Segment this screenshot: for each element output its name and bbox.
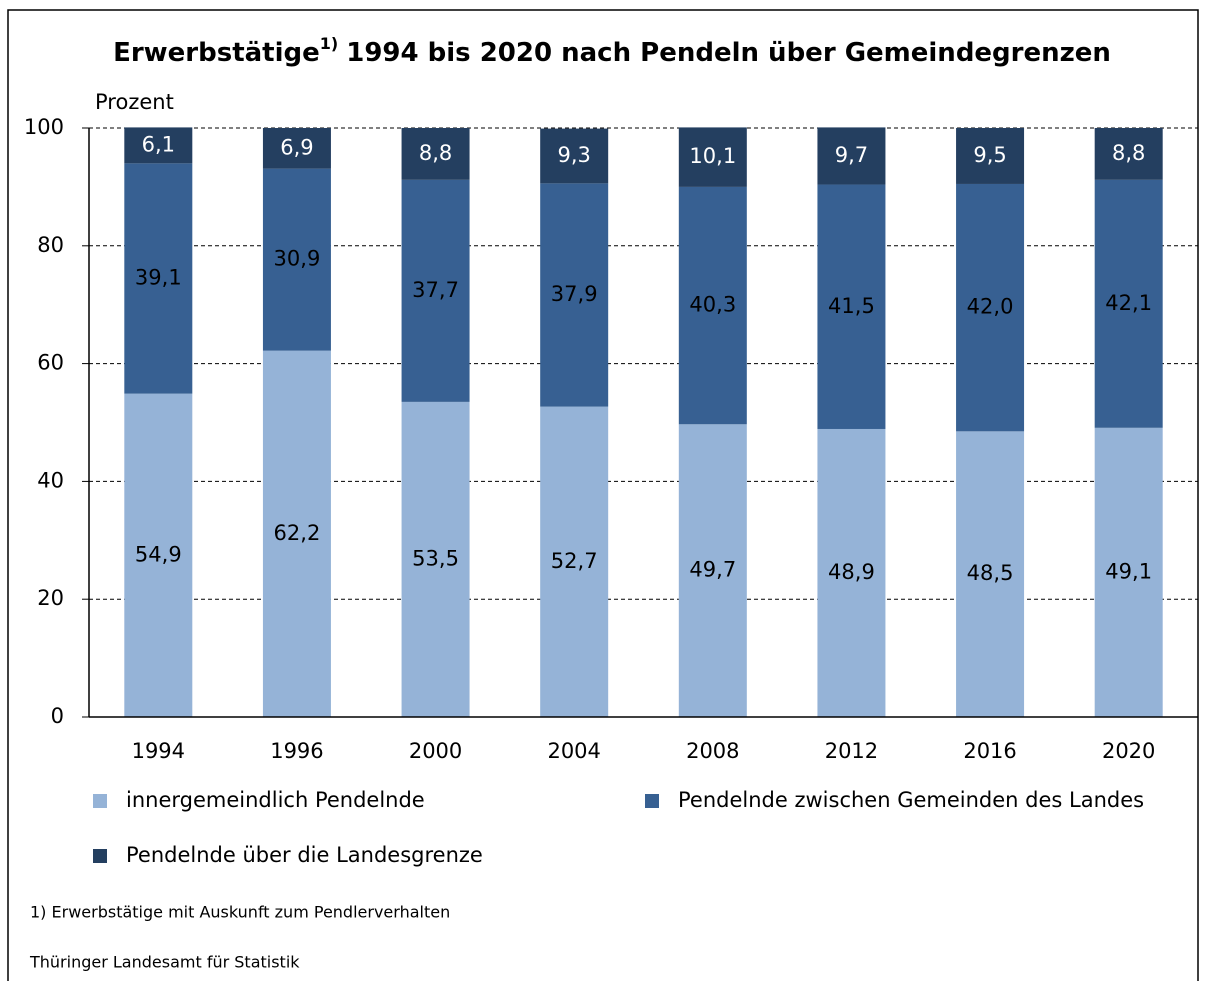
bar-segment (956, 183, 1025, 432)
x-tick-label: 2000 (409, 739, 462, 763)
y-tick-label: 0 (51, 704, 64, 728)
y-tick-label: 20 (37, 586, 64, 610)
legend-swatch (93, 849, 107, 863)
value-label: 6,1 (142, 132, 175, 156)
bar-segment (124, 393, 193, 717)
bar-segment (817, 184, 886, 429)
bar-segment (817, 127, 886, 185)
value-label: 54,9 (135, 542, 182, 566)
value-label: 49,7 (689, 558, 736, 582)
x-tick-label: 1996 (270, 739, 323, 763)
bar-segment (262, 128, 331, 169)
value-label: 8,8 (1112, 141, 1145, 165)
value-label: 48,5 (967, 561, 1014, 585)
bar-segment (817, 428, 886, 717)
bar-segment (540, 128, 609, 184)
value-label: 53,5 (412, 546, 459, 570)
legend-label: innergemeindlich Pendelnde (126, 788, 425, 812)
value-label: 42,1 (1105, 291, 1152, 315)
bar-segment (1094, 179, 1163, 428)
y-axis-label: Prozent (95, 90, 174, 114)
value-label: 40,3 (689, 293, 736, 317)
legend-label: Pendelnde zwischen Gemeinden des Landes (678, 788, 1144, 812)
value-label: 37,7 (412, 278, 459, 302)
x-tick-label: 2012 (825, 739, 878, 763)
bar-segment (401, 128, 470, 180)
y-tick-label: 100 (24, 115, 64, 139)
value-label: 62,2 (274, 521, 321, 545)
bar-segment (124, 127, 193, 164)
value-label: 41,5 (828, 294, 875, 318)
legend-label: Pendelnde über die Landesgrenze (126, 843, 483, 867)
legend-swatch (93, 794, 107, 808)
value-label: 6,9 (280, 135, 313, 159)
frame (7, 9, 1199, 981)
value-label: 48,9 (828, 560, 875, 584)
legend-swatch (645, 794, 659, 808)
value-label: 10,1 (689, 144, 736, 168)
value-label: 8,8 (419, 141, 452, 165)
x-tick-label: 2004 (547, 739, 600, 763)
x-tick-label: 2020 (1102, 739, 1155, 763)
bar-segment (124, 163, 193, 394)
bar-segment (540, 183, 609, 407)
value-label: 39,1 (135, 265, 182, 289)
bar-segment (540, 406, 609, 717)
bar-segment (678, 186, 747, 425)
bar-segment (1094, 128, 1163, 180)
chart-title: Erwerbstätige1) 1994 bis 2020 nach Pendel… (113, 34, 1111, 68)
bar-segment (1094, 427, 1163, 717)
value-label: 9,7 (835, 143, 868, 167)
value-label: 37,9 (551, 282, 598, 306)
value-label: 30,9 (274, 247, 321, 271)
value-label: 49,1 (1105, 559, 1152, 583)
y-tick-label: 40 (37, 468, 64, 492)
title-sup: 1) (320, 34, 338, 53)
bar-segment (956, 128, 1025, 184)
y-tick-label: 80 (37, 233, 64, 257)
footnote: 1) Erwerbstätige mit Auskunft zum Pendle… (30, 903, 450, 922)
title-text: Erwerbstätige (113, 38, 320, 68)
bar-segment (678, 127, 747, 187)
bar-segment (262, 168, 331, 351)
bar-segment (401, 179, 470, 402)
value-label: 42,0 (967, 295, 1014, 319)
value-label: 9,5 (973, 143, 1006, 167)
value-label: 9,3 (557, 143, 590, 167)
x-tick-label: 1994 (132, 739, 185, 763)
title-rest: 1994 bis 2020 nach Pendeln über Gemeinde… (346, 38, 1111, 68)
y-tick-label: 60 (37, 351, 64, 375)
x-tick-label: 2016 (963, 739, 1016, 763)
bar-segment (678, 424, 747, 717)
bar-segment (956, 431, 1025, 717)
x-tick-label: 2008 (686, 739, 739, 763)
value-label: 52,7 (551, 549, 598, 573)
source: Thüringer Landesamt für Statistik (29, 953, 300, 972)
bar-segment (401, 401, 470, 717)
bar-segment (262, 350, 331, 717)
